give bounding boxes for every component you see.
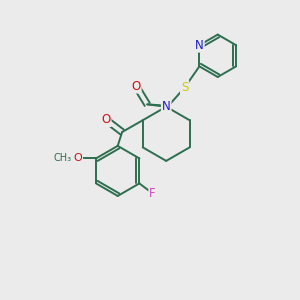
- Text: O: O: [101, 113, 111, 126]
- Text: O: O: [131, 80, 141, 93]
- Text: O: O: [74, 153, 82, 164]
- Text: CH₃: CH₃: [53, 153, 71, 164]
- Text: N: N: [162, 100, 171, 113]
- Text: S: S: [181, 81, 188, 94]
- Text: F: F: [149, 187, 156, 200]
- Text: N: N: [195, 39, 204, 52]
